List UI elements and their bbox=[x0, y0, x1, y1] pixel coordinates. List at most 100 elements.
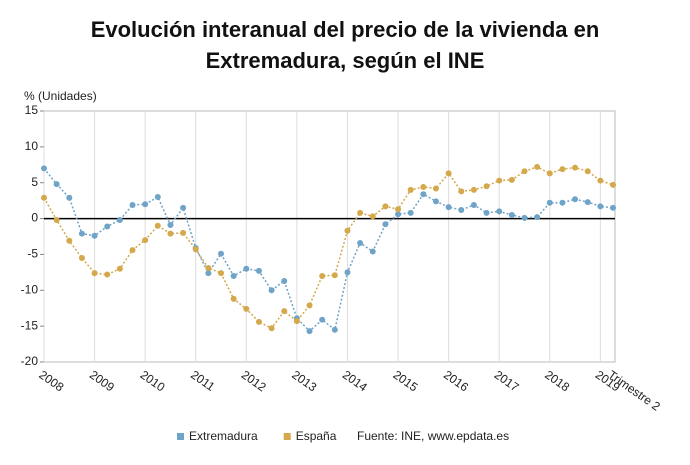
data-point bbox=[432, 198, 439, 205]
data-point bbox=[483, 183, 490, 190]
y-tick-label: -15 bbox=[21, 318, 39, 332]
x-tick-label: 2009 bbox=[87, 368, 117, 395]
data-point bbox=[154, 194, 161, 201]
data-point bbox=[180, 229, 187, 236]
data-point bbox=[129, 201, 136, 208]
y-tick-label: 10 bbox=[25, 139, 39, 153]
data-point bbox=[78, 230, 85, 237]
plot-frame bbox=[43, 110, 616, 363]
data-point bbox=[395, 206, 402, 213]
data-point bbox=[116, 265, 123, 272]
data-point bbox=[395, 211, 402, 218]
y-tick-label: -5 bbox=[27, 247, 38, 261]
data-point bbox=[205, 270, 212, 277]
source: Fuente: INE, www.epdata.es bbox=[357, 429, 509, 443]
data-point bbox=[407, 209, 414, 216]
data-point bbox=[255, 318, 262, 325]
data-point bbox=[432, 185, 439, 192]
x-tick-label: 2013 bbox=[289, 368, 319, 395]
data-point bbox=[357, 209, 364, 216]
data-point bbox=[230, 295, 237, 302]
data-point bbox=[610, 181, 616, 188]
legend-label: España bbox=[296, 429, 337, 443]
data-point bbox=[192, 246, 199, 253]
data-point bbox=[78, 255, 85, 262]
data-point bbox=[357, 239, 364, 246]
data-point bbox=[420, 191, 427, 198]
x-tick-label: 2010 bbox=[138, 368, 168, 395]
series-line bbox=[43, 166, 614, 330]
data-point bbox=[154, 222, 161, 229]
data-point bbox=[281, 277, 288, 284]
data-point bbox=[521, 214, 528, 221]
x-tick-label: 2018 bbox=[542, 368, 572, 395]
data-point bbox=[420, 184, 427, 191]
data-point bbox=[382, 203, 389, 210]
data-point bbox=[584, 168, 591, 175]
data-point bbox=[496, 208, 503, 215]
data-point bbox=[559, 166, 566, 173]
data-point bbox=[268, 287, 275, 294]
data-point bbox=[344, 227, 351, 234]
data-point bbox=[91, 232, 98, 239]
y-tick-label: -20 bbox=[21, 354, 39, 368]
y-tick-label: -10 bbox=[21, 282, 39, 296]
data-point bbox=[470, 186, 477, 193]
x-tick-label: 2015 bbox=[391, 368, 421, 395]
data-point bbox=[142, 201, 149, 208]
data-point bbox=[369, 248, 376, 255]
legend-swatch bbox=[283, 433, 291, 440]
data-point bbox=[382, 221, 389, 228]
data-point bbox=[230, 272, 237, 279]
data-point bbox=[508, 211, 515, 218]
data-point bbox=[53, 217, 60, 224]
x-tick-label: 2014 bbox=[340, 368, 370, 395]
data-point bbox=[597, 203, 604, 210]
data-point bbox=[116, 217, 123, 224]
data-point bbox=[407, 186, 414, 193]
data-point bbox=[306, 302, 313, 309]
series-line bbox=[43, 167, 614, 333]
x-tick-label: 2012 bbox=[239, 368, 269, 395]
y-tick-label: 15 bbox=[25, 103, 39, 117]
data-point bbox=[470, 201, 477, 208]
data-point bbox=[458, 188, 465, 195]
data-point bbox=[66, 237, 73, 244]
data-point bbox=[142, 237, 149, 244]
data-point bbox=[508, 176, 515, 183]
data-point bbox=[445, 170, 452, 177]
data-point bbox=[572, 196, 579, 203]
data-point bbox=[610, 204, 616, 211]
x-tick-label: 2017 bbox=[492, 368, 522, 395]
legend-swatch bbox=[177, 433, 184, 440]
data-point bbox=[546, 170, 553, 177]
data-point bbox=[129, 247, 136, 254]
data-point bbox=[496, 177, 503, 184]
x-tick-label: 2011 bbox=[188, 368, 217, 394]
data-point bbox=[91, 270, 98, 277]
data-point bbox=[205, 265, 212, 272]
data-point bbox=[243, 265, 250, 272]
data-point bbox=[319, 316, 326, 323]
data-point bbox=[306, 328, 313, 335]
data-point bbox=[458, 206, 465, 213]
data-point bbox=[104, 223, 111, 230]
data-point bbox=[218, 250, 225, 257]
data-point bbox=[293, 318, 300, 325]
data-point bbox=[445, 204, 452, 211]
data-point bbox=[167, 230, 174, 237]
data-point bbox=[584, 199, 591, 206]
data-point bbox=[268, 325, 275, 332]
data-point bbox=[104, 271, 111, 278]
data-point bbox=[180, 204, 187, 211]
data-point bbox=[319, 272, 326, 279]
data-point bbox=[572, 164, 579, 171]
data-point bbox=[331, 272, 338, 279]
data-point bbox=[53, 181, 60, 188]
data-point bbox=[521, 168, 528, 175]
data-point bbox=[331, 326, 338, 333]
x-tick-label: 2016 bbox=[441, 368, 471, 395]
data-point bbox=[167, 222, 174, 229]
